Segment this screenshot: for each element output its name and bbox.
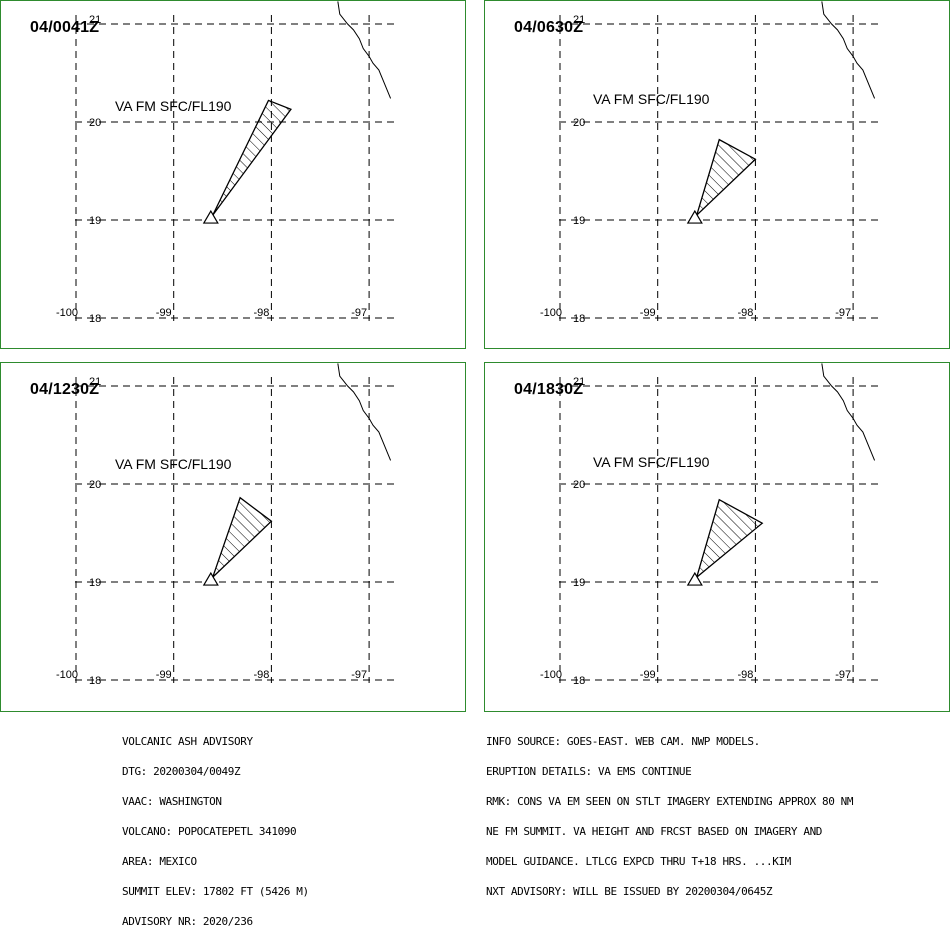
- coastline: [337, 363, 392, 461]
- longitude-label: -98: [253, 669, 269, 681]
- longitude-label: -99: [156, 307, 172, 319]
- volcano-symbol: [686, 209, 703, 224]
- coastline: [821, 1, 876, 99]
- longitude-label: -98: [737, 307, 753, 319]
- longitude-label: -97: [835, 669, 851, 681]
- va-label-4: VA FM SFC/FL190: [593, 454, 710, 470]
- longitude-label: -99: [156, 669, 172, 681]
- longitude-label: -97: [351, 669, 367, 681]
- advisory-line: DTG: 20200304/0049Z: [122, 765, 241, 778]
- advisory-line: VAAC: WASHINGTON: [122, 795, 222, 808]
- latitude-label: 20: [573, 479, 585, 491]
- latitude-label: 21: [573, 14, 585, 26]
- remarks-line: ERUPTION DETAILS: VA EMS CONTINUE: [486, 765, 692, 778]
- va-label-1: VA FM SFC/FL190: [115, 98, 232, 114]
- ash-cloud-area: [695, 498, 764, 579]
- latitude-label: 18: [573, 675, 585, 687]
- coastline: [337, 1, 392, 99]
- volcano-symbol: [202, 571, 219, 586]
- longitude-label: -97: [835, 307, 851, 319]
- latitude-label: 21: [573, 376, 585, 388]
- advisory-line: ADVISORY NR: 2020/236: [122, 915, 253, 928]
- latitude-label: 20: [89, 117, 101, 129]
- advisory-line: SUMMIT ELEV: 17802 FT (5426 M): [122, 885, 309, 898]
- map-panel-1: 21 20 19 18 -100 -99 -98 -97 04/0041Z VA FM SFC…: [0, 0, 466, 349]
- latitude-label: 18: [89, 313, 101, 325]
- panel-time-3: 04/1230Z: [30, 381, 100, 398]
- advisory-line: AREA: MEXICO: [122, 855, 197, 868]
- map-panel-4: 21 20 19 18 -100 -99 -98 -97 04/1830Z VA FM SFC…: [484, 362, 950, 712]
- remarks-line: NXT ADVISORY: WILL BE ISSUED BY 20200304…: [486, 885, 773, 898]
- longitude-label: -100: [540, 307, 562, 319]
- longitude-label: -97: [351, 307, 367, 319]
- longitude-label: -98: [253, 307, 269, 319]
- latitude-label: 18: [89, 675, 101, 687]
- longitude-label: -100: [56, 669, 78, 681]
- latitude-label: 19: [89, 215, 101, 227]
- map-graphic-4: 21 20 19 18 -100 -99 -98 -97: [540, 363, 881, 687]
- advisory-header-text: VOLCANIC ASH ADVISORY DTG: 20200304/0049…: [122, 717, 309, 937]
- va-label-3: VA FM SFC/FL190: [115, 456, 232, 472]
- map-graphic-3: 21 20 19 18 -100 -99 -98 -97: [56, 363, 397, 687]
- latitude-label: 18: [573, 313, 585, 325]
- longitude-label: -99: [640, 307, 656, 319]
- latitude-label: 20: [573, 117, 585, 129]
- panel-time-1: 04/0041Z: [30, 19, 100, 36]
- longitude-label: -100: [540, 669, 562, 681]
- ash-cloud-area: [695, 138, 757, 218]
- map-graphic-2: 21 20 19 18 -100 -99 -98 -97: [540, 1, 881, 325]
- volcano-symbol: [202, 209, 219, 224]
- latitude-label: 21: [89, 14, 101, 26]
- panel-time-4: 04/1830Z: [514, 381, 584, 398]
- latitude-label: 20: [89, 479, 101, 491]
- coastline: [821, 363, 876, 461]
- advisory-remarks-text: INFO SOURCE: GOES-EAST. WEB CAM. NWP MOD…: [486, 717, 854, 907]
- remarks-line: RMK: CONS VA EM SEEN ON STLT IMAGERY EXT…: [486, 795, 854, 808]
- remarks-line: INFO SOURCE: GOES-EAST. WEB CAM. NWP MOD…: [486, 735, 760, 748]
- ash-cloud-area: [212, 99, 292, 216]
- remarks-line: NE FM SUMMIT. VA HEIGHT AND FRCST BASED …: [486, 825, 823, 838]
- advisory-line: VOLCANO: POPOCATEPETL 341090: [122, 825, 297, 838]
- longitude-label: -98: [737, 669, 753, 681]
- map-graphic-1: 21 20 19 18 -100 -99 -98 -97: [56, 1, 397, 325]
- panel-time-2: 04/0630Z: [514, 19, 584, 36]
- latitude-label: 21: [89, 376, 101, 388]
- volcano-symbol: [686, 571, 703, 586]
- latitude-label: 19: [89, 577, 101, 589]
- va-label-2: VA FM SFC/FL190: [593, 91, 710, 107]
- ash-cloud-area: [212, 496, 273, 578]
- longitude-label: -100: [56, 307, 78, 319]
- latitude-label: 19: [573, 577, 585, 589]
- latitude-label: 19: [573, 215, 585, 227]
- longitude-label: -99: [640, 669, 656, 681]
- advisory-line: VOLCANIC ASH ADVISORY: [122, 735, 253, 748]
- remarks-line: MODEL GUIDANCE. LTLCG EXPCD THRU T+18 HR…: [486, 855, 791, 868]
- map-panel-2: 21 20 19 18 -100 -99 -98 -97 04/0630Z VA FM SFC…: [484, 0, 950, 349]
- map-panel-3: 21 20 19 18 -100 -99 -98 -97 04/1230Z VA FM SFC…: [0, 362, 466, 712]
